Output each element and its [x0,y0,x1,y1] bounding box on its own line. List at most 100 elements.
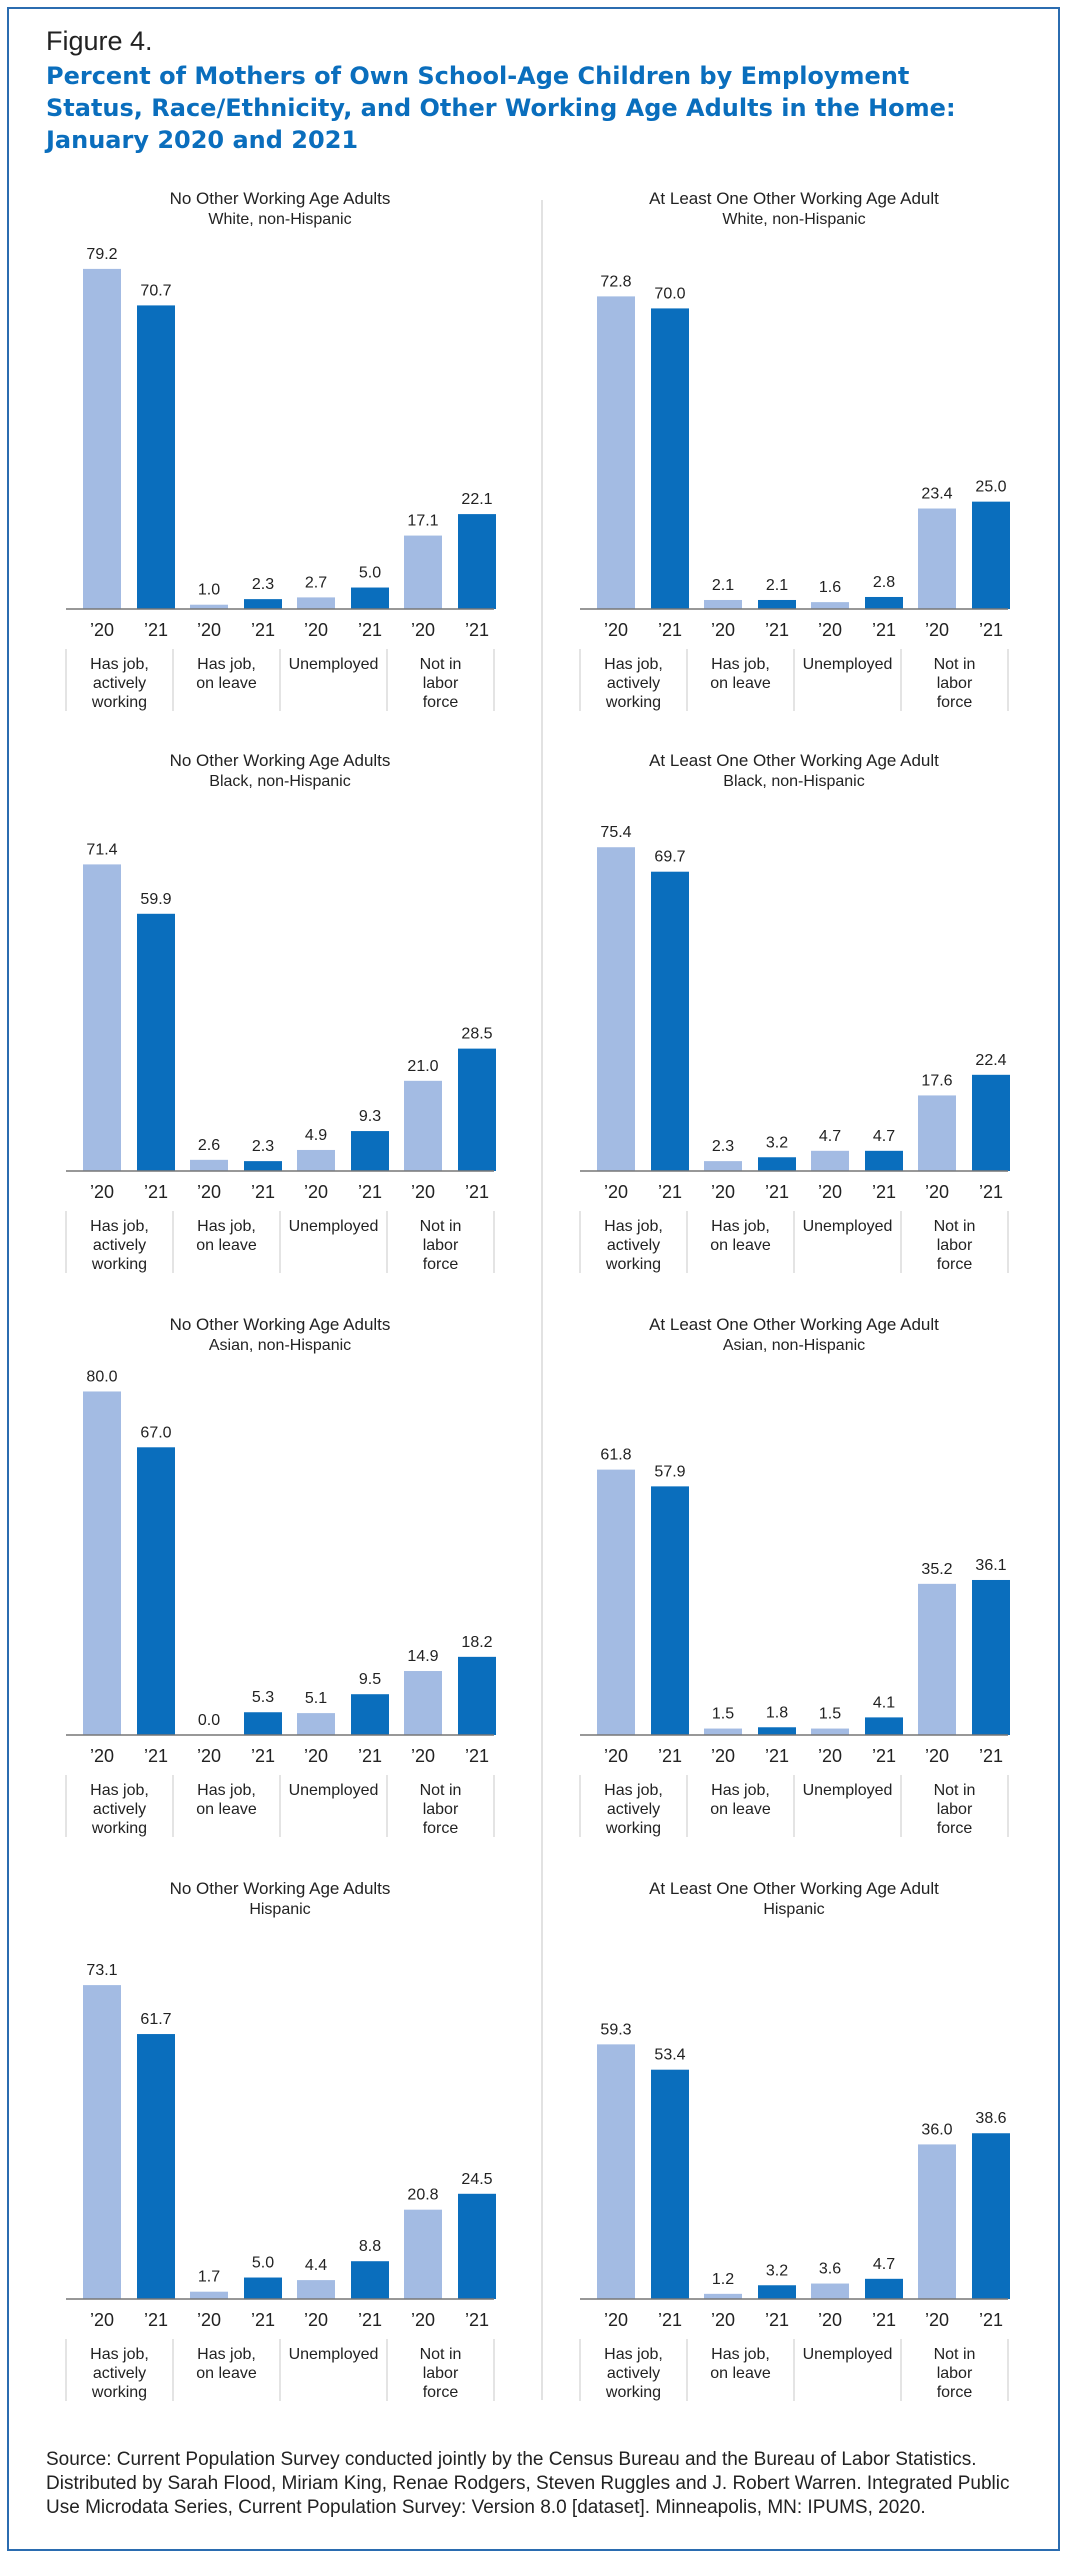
tick-label: ’21 [358,2310,382,2330]
bar-2021 [651,308,689,609]
tick-label: ’20 [711,1182,735,1202]
tick-label: ’20 [411,2310,435,2330]
data-label: 1.0 [198,582,220,599]
bar-2020 [918,2144,956,2299]
category-label: Unemployed [289,1782,379,1799]
bar-2020 [190,604,228,609]
category-label: labor [937,2365,973,2382]
category-label: force [423,2384,459,2401]
bar-2021 [244,1161,282,1171]
data-label: 36.1 [975,1557,1006,1574]
bar-2020 [704,599,742,609]
bar-2020 [811,602,849,609]
chart-panel-3: No Other Working Age Adults Black, non-Hi… [65,751,496,1273]
category-label: Not in [934,2346,976,2363]
bar-2021 [137,305,175,609]
tick-label: ’20 [818,2310,842,2330]
category-label: Has job, [711,656,770,673]
panel-subtitle: Asian, non-Hispanic [209,1337,351,1354]
category-label: Has job, [711,2346,770,2363]
bar-2021 [972,1074,1010,1171]
tick-label: ’20 [604,1746,628,1766]
bar-2020 [811,1150,849,1171]
figure-frame [7,7,1060,2551]
bar-2020 [404,535,442,609]
tick-label: ’20 [304,1746,328,1766]
category-label: actively [93,675,146,692]
bar-2021 [758,2285,796,2299]
data-label: 59.9 [140,891,171,908]
tick-label: ’20 [818,1182,842,1202]
data-label: 2.3 [252,1138,274,1155]
tick-label: ’20 [197,1182,221,1202]
panel-subtitle: Black, non-Hispanic [209,773,350,790]
tick-label: ’21 [979,2310,1003,2330]
tick-label: ’20 [925,2310,949,2330]
tick-label: ’21 [979,620,1003,640]
chart-panel-4: At Least One Other Working Age Adult Blac… [579,751,1010,1273]
tick-label: ’21 [465,1182,489,1202]
data-label: 1.7 [198,2269,220,2286]
tick-label: ’21 [358,620,382,640]
data-label: 80.0 [86,1368,117,1385]
tick-label: ’20 [304,620,328,640]
category-label: Unemployed [803,656,893,673]
panel-subtitle: Hispanic [763,1901,824,1918]
panel-title: At Least One Other Working Age Adult [649,751,939,770]
data-label: 21.0 [407,1058,438,1075]
data-label: 28.5 [461,1026,492,1043]
category-label: working [605,1820,661,1837]
tick-label: ’20 [604,1182,628,1202]
bar-2020 [704,1161,742,1171]
category-label: working [91,1820,147,1837]
category-label: force [937,1820,973,1837]
bar-2021 [137,2034,175,2299]
tick-label: ’21 [872,1182,896,1202]
source-note: Source: Current Population Survey conduc… [46,2449,1010,2518]
tick-label: ’20 [818,1746,842,1766]
category-label: force [423,694,459,711]
data-label: 0.0 [198,1712,220,1729]
chart-panel-6: At Least One Other Working Age Adult Asia… [579,1315,1010,1837]
category-label: Not in [934,1782,976,1799]
data-label: 22.1 [461,491,492,508]
data-label: 67.0 [140,1424,171,1441]
bar-2020 [597,847,635,1171]
bar-2021 [244,1712,282,1735]
bar-2021 [458,1656,496,1735]
data-label: 4.7 [873,1128,895,1145]
tick-label: ’21 [872,1746,896,1766]
category-label: Not in [934,1218,976,1235]
bar-2020 [83,1985,121,2299]
bar-2021 [758,1157,796,1171]
data-label: 35.2 [921,1561,952,1578]
category-label: on leave [196,2365,257,2382]
panel-title: No Other Working Age Adults [170,1315,391,1334]
category-label: force [937,2384,973,2401]
data-label: 4.7 [873,2256,895,2273]
category-label: Has job, [711,1782,770,1799]
panel-title: No Other Working Age Adults [170,1879,391,1898]
data-label: 71.4 [86,841,117,858]
bar-2020 [297,597,335,609]
category-label: Has job, [90,2346,149,2363]
category-label: labor [423,2365,459,2382]
data-label: 25.0 [975,479,1006,496]
chart-panel-7: No Other Working Age Adults Hispanic 73.1 ’… [65,1879,496,2401]
panel-subtitle: White, non-Hispanic [208,211,351,228]
category-label: labor [937,1237,973,1254]
category-label: labor [423,1801,459,1818]
category-label: on leave [710,1801,771,1818]
tick-label: ’21 [251,620,275,640]
category-label: Unemployed [289,1218,379,1235]
bar-2021 [137,913,175,1171]
bar-2021 [972,2133,1010,2299]
tick-label: ’21 [765,2310,789,2330]
bar-2021 [972,501,1010,609]
data-label: 2.3 [252,576,274,593]
tick-label: ’21 [658,1182,682,1202]
category-label: labor [423,675,459,692]
data-label: 2.6 [198,1137,220,1154]
tick-label: ’20 [818,620,842,640]
